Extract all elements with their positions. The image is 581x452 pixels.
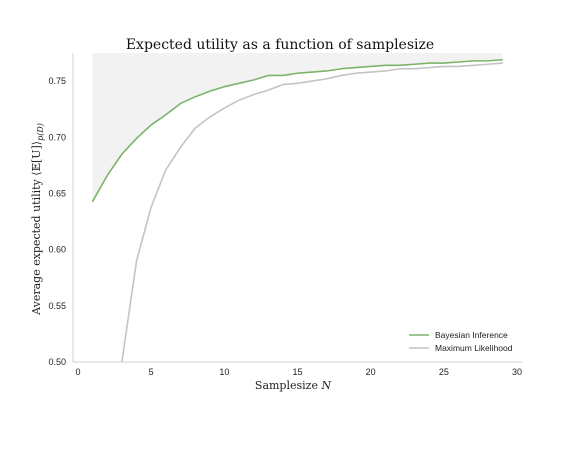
y-tick-label: 0.60	[48, 245, 66, 255]
y-axis-label-sub: p(D)	[36, 123, 45, 141]
y-axis-label-text: Average expected utility ⟨𝔼[U]⟩	[30, 141, 43, 316]
y-tick-label: 0.65	[48, 188, 66, 198]
x-tick-label: 20	[366, 367, 376, 377]
y-tick-label: 0.70	[48, 132, 66, 142]
axes: 0 5 10 15 20 25 30 0.50 0.55 0.60 0.65 0.70 0.75	[48, 53, 522, 377]
legend-label: Maximum Likelihood	[435, 343, 513, 353]
legend: Bayesian Inference Maximum Likelihood	[409, 330, 513, 353]
x-axis-label: Samplesize N	[255, 379, 332, 392]
y-tick-label: 0.55	[48, 301, 66, 311]
x-tick-label: 30	[512, 367, 522, 377]
x-tick-label: 10	[219, 367, 229, 377]
x-axis-label-var: N	[320, 379, 331, 392]
legend-item-bayesian-inference: Bayesian Inference	[409, 330, 508, 340]
series-bayesian-inference	[91, 58, 504, 203]
x-tick-label: 15	[292, 367, 302, 377]
y-axis-label: Average expected utility ⟨𝔼[U]⟩p(D)	[30, 123, 45, 316]
series-line-maximum-likelihood	[121, 62, 504, 362]
x-tick-label: 5	[149, 367, 154, 377]
legend-label: Bayesian Inference	[435, 330, 508, 340]
x-tick-label: 0	[75, 367, 80, 377]
x-tick-label: 25	[439, 367, 449, 377]
y-tick-label: 0.75	[48, 76, 66, 86]
x-axis-label-text: Samplesize	[255, 379, 318, 392]
shaded-region	[92, 53, 503, 202]
series-line-bayesian-inference	[91, 58, 504, 203]
plot-area	[91, 53, 504, 362]
chart-title: Expected utility as a function of sample…	[126, 37, 434, 53]
legend-item-maximum-likelihood: Maximum Likelihood	[409, 343, 513, 353]
y-tick-label: 0.50	[48, 357, 66, 367]
series-maximum-likelihood	[121, 62, 504, 362]
